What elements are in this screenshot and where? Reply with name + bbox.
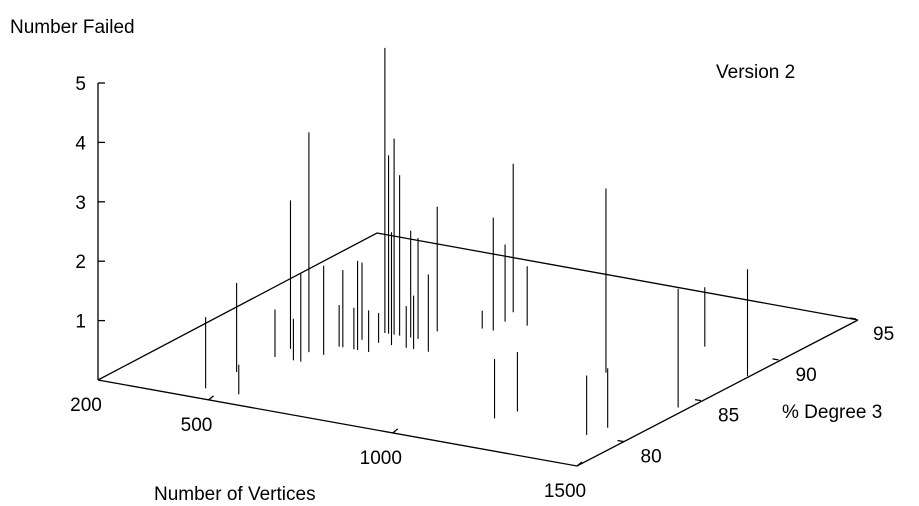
x-tick-label: 500 <box>181 415 213 436</box>
x-tick-mark <box>208 395 214 401</box>
z-tick-label: 1 <box>75 312 86 333</box>
x-tick-group: 200 500 1000 1500 <box>70 395 586 502</box>
x-tick-label: 200 <box>70 395 102 416</box>
chart-annotation: Version 2 <box>716 62 795 83</box>
x-axis-label: Number of Vertices <box>154 484 316 505</box>
y-tick-mark <box>617 439 624 443</box>
x-tick-mark <box>392 428 399 434</box>
impulse-group <box>205 47 749 435</box>
y-tick-group: 80 85 90 95 <box>617 317 894 468</box>
y-tick-mark <box>694 399 702 402</box>
x-tick-label: 1000 <box>360 448 402 469</box>
base-plane-back <box>97 232 859 381</box>
base-plane-front <box>97 319 859 467</box>
y-tick-label: 95 <box>873 324 894 345</box>
z-tick-label: 3 <box>75 193 86 214</box>
x-tick-mark <box>576 461 583 467</box>
y-tick-mark <box>772 358 779 361</box>
z-tick-group: 1 2 3 4 5 <box>75 74 105 333</box>
z-tick-label: 2 <box>75 252 86 273</box>
y-axis-label: % Degree 3 <box>782 402 882 423</box>
z-axis-label: Number Failed <box>10 17 135 38</box>
z-tick-label: 4 <box>75 133 86 154</box>
z-tick-label: 5 <box>75 74 86 95</box>
y-tick-label: 80 <box>641 447 662 468</box>
y-tick-label: 90 <box>796 365 817 386</box>
x-tick-label: 1500 <box>544 481 586 502</box>
y-tick-mark <box>849 317 857 320</box>
y-tick-label: 85 <box>718 406 739 427</box>
